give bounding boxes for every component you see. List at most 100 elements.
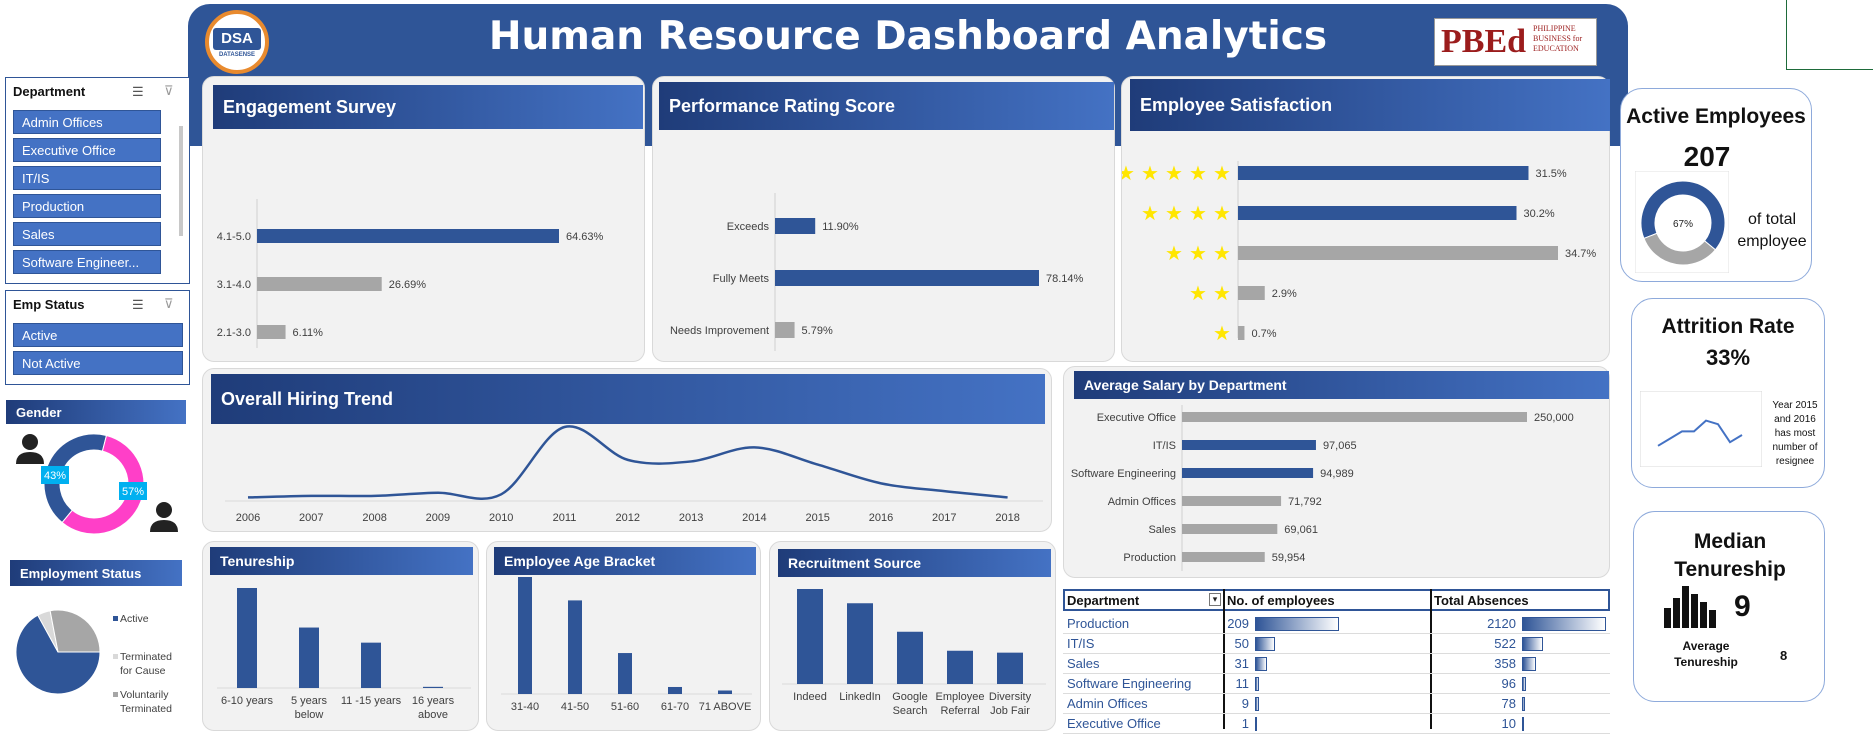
- star-icon: ★: [1189, 283, 1207, 305]
- slicer-item-software-engineer[interactable]: Software Engineer...: [13, 250, 161, 274]
- slicer-item-production[interactable]: Production: [13, 194, 161, 218]
- data-label: 59,954: [1272, 552, 1306, 564]
- slicer-item-admin-offices[interactable]: Admin Offices: [13, 110, 161, 134]
- sort-filter-button[interactable]: ▾: [1209, 593, 1221, 606]
- male-pct-label: 43%: [44, 470, 66, 482]
- active-slice: [1640, 180, 1726, 251]
- slicer-item-it-is[interactable]: IT/IS: [13, 166, 161, 190]
- category-label: Needs Improvement: [670, 325, 769, 337]
- bar: [797, 589, 823, 684]
- department-table: ▾ Department No. of employees Total Absenc…: [1063, 587, 1610, 734]
- category-label: 31-40: [511, 701, 539, 713]
- star-icon: ★: [1213, 283, 1231, 305]
- data-bar: [1255, 637, 1276, 651]
- bar: [1182, 496, 1282, 506]
- category-label: 16 years: [412, 695, 455, 707]
- sparkline-frame: [1640, 391, 1762, 467]
- absences-cell: 358: [1494, 656, 1516, 671]
- bar: [1238, 206, 1517, 220]
- bar: [1182, 468, 1314, 478]
- multi-select-icon[interactable]: ☰: [132, 297, 144, 312]
- median-tenureship-card: Median Tenureship 9 Average Tenureship 8: [1633, 511, 1825, 702]
- department-cell: IT/IS: [1067, 636, 1095, 651]
- x-tick-label: 2014: [742, 512, 766, 524]
- clear-filter-icon[interactable]: ⊽: [164, 296, 174, 311]
- recruitment-panel: Recruitment Source Indeed LinkedIn Google S…: [769, 541, 1056, 731]
- gender-chart: 43% 57%: [16, 433, 178, 535]
- star-icon: ★: [1141, 203, 1159, 225]
- star-icon: ★: [1213, 203, 1231, 225]
- category-label: Indeed: [793, 691, 827, 703]
- column-divider: [1223, 589, 1225, 729]
- employment-status-chart: Active Terminated for Cause Voluntarily Term…: [15, 609, 172, 715]
- multi-select-icon[interactable]: ☰: [132, 84, 144, 99]
- data-label: 34.7%: [1565, 248, 1596, 260]
- page-title: Human Resource Dashboard Analytics: [488, 14, 1328, 59]
- employees-cell: 31: [1234, 656, 1249, 671]
- bar: [423, 686, 443, 688]
- department-cell: Production: [1067, 616, 1130, 631]
- active-employees-card: Active Employees 207 67% of total employ…: [1620, 88, 1812, 282]
- legend-label: Voluntarily Terminated: [120, 689, 172, 715]
- salary-panel: Average Salary by Department Executive O…: [1063, 366, 1610, 578]
- x-tick-label: 2007: [299, 512, 323, 524]
- data-label: 6.11%: [293, 327, 324, 339]
- bar: [1238, 246, 1558, 260]
- category-label: IT/IS: [1153, 440, 1176, 452]
- category-label: Production: [1123, 552, 1176, 564]
- engagement-chart: 4.1-5.064.63%3.1-4.026.69%2.1-3.06.11%1.…: [217, 199, 604, 348]
- employees-cell: 1: [1241, 716, 1249, 731]
- clear-filter-icon[interactable]: ⊽: [164, 83, 174, 98]
- table-row: Admin Offices 9 78: [1063, 694, 1610, 714]
- male-icon: [16, 434, 44, 464]
- data-bar: [1255, 717, 1257, 731]
- bar: [257, 325, 286, 339]
- data-bar: [1522, 717, 1524, 731]
- data-label: 78.14%: [1046, 273, 1084, 285]
- category-label: Executive Office: [1097, 412, 1176, 424]
- star-icon: ★: [1213, 163, 1231, 185]
- bar-chart-icon: [1664, 586, 1716, 628]
- star-icon: ★: [1213, 243, 1231, 265]
- bar: [1182, 412, 1527, 422]
- absences-cell: 2120: [1487, 616, 1516, 631]
- bar: [775, 270, 1039, 286]
- female-icon: [150, 502, 178, 532]
- hiring-panel: Overall Hiring Trend 2006 2007 2008 2009 201…: [202, 368, 1052, 532]
- bar: [897, 631, 923, 684]
- dsa-logo-sub: DATASENSE: [218, 52, 256, 58]
- x-tick-label: 2012: [616, 512, 640, 524]
- bar: [1238, 326, 1245, 340]
- performance-panel: Performance Rating Score Exceeds 11.90% Fu…: [652, 76, 1115, 362]
- pbed-logo-sub: PHILIPPINE BUSINESS for EDUCATION: [1533, 24, 1583, 53]
- slicer-item-not-active[interactable]: Not Active: [13, 351, 183, 375]
- table-row: Executive Office 1 10: [1063, 714, 1610, 734]
- star-icon: ★: [1189, 163, 1207, 185]
- active-employees-caption: of total employee: [1737, 211, 1807, 250]
- emp-status-slicer-title: Emp Status: [13, 297, 85, 312]
- table-row: Software Engineering 11 96: [1063, 674, 1610, 694]
- voluntary-slice: [49, 609, 101, 653]
- data-label: 71,792: [1288, 496, 1322, 508]
- legend-swatch: [113, 654, 118, 659]
- donut-center-label: 67%: [1673, 219, 1693, 230]
- dsa-logo-text: DSA: [213, 28, 261, 50]
- slicer-item-active[interactable]: Active: [13, 323, 183, 347]
- column-divider: [1430, 589, 1432, 729]
- bar: [775, 322, 795, 338]
- department-slicer: Department ☰ ⊽ Admin Offices Executive Of…: [5, 77, 190, 284]
- data-label: 30.2%: [1524, 208, 1555, 220]
- median-value: 9: [1734, 590, 1751, 623]
- star-icon: ★: [1189, 243, 1207, 265]
- department-cell: Admin Offices: [1067, 696, 1148, 711]
- slicer-item-executive-office[interactable]: Executive Office: [13, 138, 161, 162]
- age-panel: Employee Age Bracket 31-40 41-50 51-60 61-7…: [486, 541, 761, 731]
- attrition-note: Year 2015 and 2016 has most number of re…: [1772, 400, 1818, 467]
- slicer-item-sales[interactable]: Sales: [13, 222, 161, 246]
- absences-cell: 78: [1501, 696, 1516, 711]
- employees-cell: 9: [1241, 696, 1249, 711]
- x-tick-label: 2016: [869, 512, 893, 524]
- slicer-scrollbar[interactable]: [179, 126, 183, 236]
- legend-label: Active: [120, 613, 149, 625]
- department-cell: Executive Office: [1067, 716, 1161, 731]
